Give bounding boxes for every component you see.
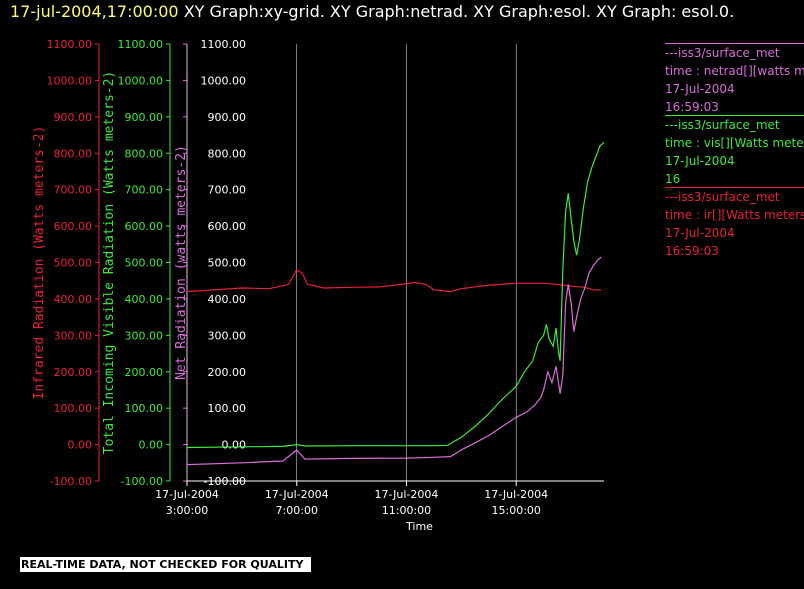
series-line-net [186,256,602,466]
legend-source: ---iss3/surface_met [665,187,804,206]
y-tick-label-vis: 400.00 [125,293,164,306]
y-tick-label-vis: 200.00 [125,366,164,379]
y-tick-label-vis: -100.00 [121,475,163,488]
y-tick-label-net: 400.00 [208,293,247,306]
x-axis-label: Time [405,520,433,533]
y-tick-label-net: 100.00 [208,402,247,415]
y-tick-label-net: 1000.00 [201,74,247,87]
title-timestamp: 17-jul-2004,17:00:00 [10,2,179,21]
y-tick-label-vis: 1000.00 [118,74,164,87]
y-tick-label-net: 700.00 [208,184,247,197]
x-tick-time: 3:00:00 [166,504,208,517]
x-tick-date: 17-Jul-2004 [265,488,329,501]
y-tick-label-net: 500.00 [208,257,247,270]
series-line-vis [186,141,605,449]
y-tick-label-ir: 900.00 [54,111,93,124]
y-tick-label-vis: 800.00 [125,147,164,160]
y-axis-label-net: Net Radiation (watts meters-2) [174,145,189,380]
y-tick-label-vis: 1100.00 [118,38,164,51]
legend-variable: time : ir[][Watts meters [665,208,804,222]
y-tick-label-vis: 100.00 [125,402,164,415]
legend-time: 16 [665,172,681,186]
y-tick-label-vis: 0.00 [139,439,164,452]
quality-warning-banner: REAL-TIME DATA, NOT CHECKED FOR QUALITY [20,557,312,572]
chart-title-bar: 17-jul-2004,17:00:00 XY Graph:xy-grid. X… [10,1,800,22]
legend-date: 17-Jul-2004 [665,154,735,168]
y-tick-label-net: 800.00 [208,147,247,160]
x-tick-time: 7:00:00 [276,504,318,517]
y-tick-label-ir: 200.00 [54,366,93,379]
legend-variable: time : netrad[][watts meters [665,64,804,78]
legend-date: 17-Jul-2004 [665,226,735,240]
y-tick-label-ir: 400.00 [54,293,93,306]
y-tick-label-net: 1100.00 [201,38,247,51]
y-tick-label-ir: 600.00 [54,220,93,233]
y-tick-label-ir: 300.00 [54,329,93,342]
y-tick-label-vis: 900.00 [125,111,164,124]
y-tick-label-vis: 500.00 [125,257,164,270]
y-tick-label-vis: 300.00 [125,329,164,342]
y-axis-label-ir: Infrared Radiation (Watts meters-2) [32,126,47,400]
y-tick-label-vis: 600.00 [125,220,164,233]
x-tick-date: 17-Jul-2004 [484,488,548,501]
y-tick-label-ir: 0.00 [68,439,93,452]
y-tick-label-vis: 700.00 [125,184,164,197]
x-tick-time: 11:00:00 [382,504,431,517]
x-tick-date: 17-Jul-2004 [155,488,219,501]
y-tick-label-ir: 1100.00 [47,38,93,51]
y-tick-label-ir: -100.00 [50,475,92,488]
series-line-ir [186,268,602,293]
y-tick-label-net: 600.00 [208,220,247,233]
x-tick-time: 15:00:00 [492,504,541,517]
legend-source: ---iss3/surface_met [665,115,804,134]
y-tick-label-net: 300.00 [208,329,247,342]
y-tick-label-ir: 700.00 [54,184,93,197]
legend-time: 16:59:03 [665,100,719,114]
y-tick-label-ir: 800.00 [54,147,93,160]
y-tick-label-net: 900.00 [208,111,247,124]
title-graph-list: XY Graph:xy-grid. XY Graph:netrad. XY Gr… [178,2,735,21]
legend-variable: time : vis[][Watts meters [665,136,804,150]
y-tick-label-ir: 500.00 [54,257,93,270]
legend-time: 16:59:03 [665,244,719,258]
y-axis-label-vis: Total Incoming Visible Radiation (Watts … [102,71,117,455]
legend-date: 17-Jul-2004 [665,82,735,96]
y-tick-label-net: 200.00 [208,366,247,379]
x-tick-date: 17-Jul-2004 [375,488,439,501]
y-tick-label-ir: 100.00 [54,402,93,415]
y-tick-label-ir: 1000.00 [47,74,93,87]
legend-source: ---iss3/surface_met [665,43,804,62]
y-tick-label-net: 0.00 [222,439,247,452]
